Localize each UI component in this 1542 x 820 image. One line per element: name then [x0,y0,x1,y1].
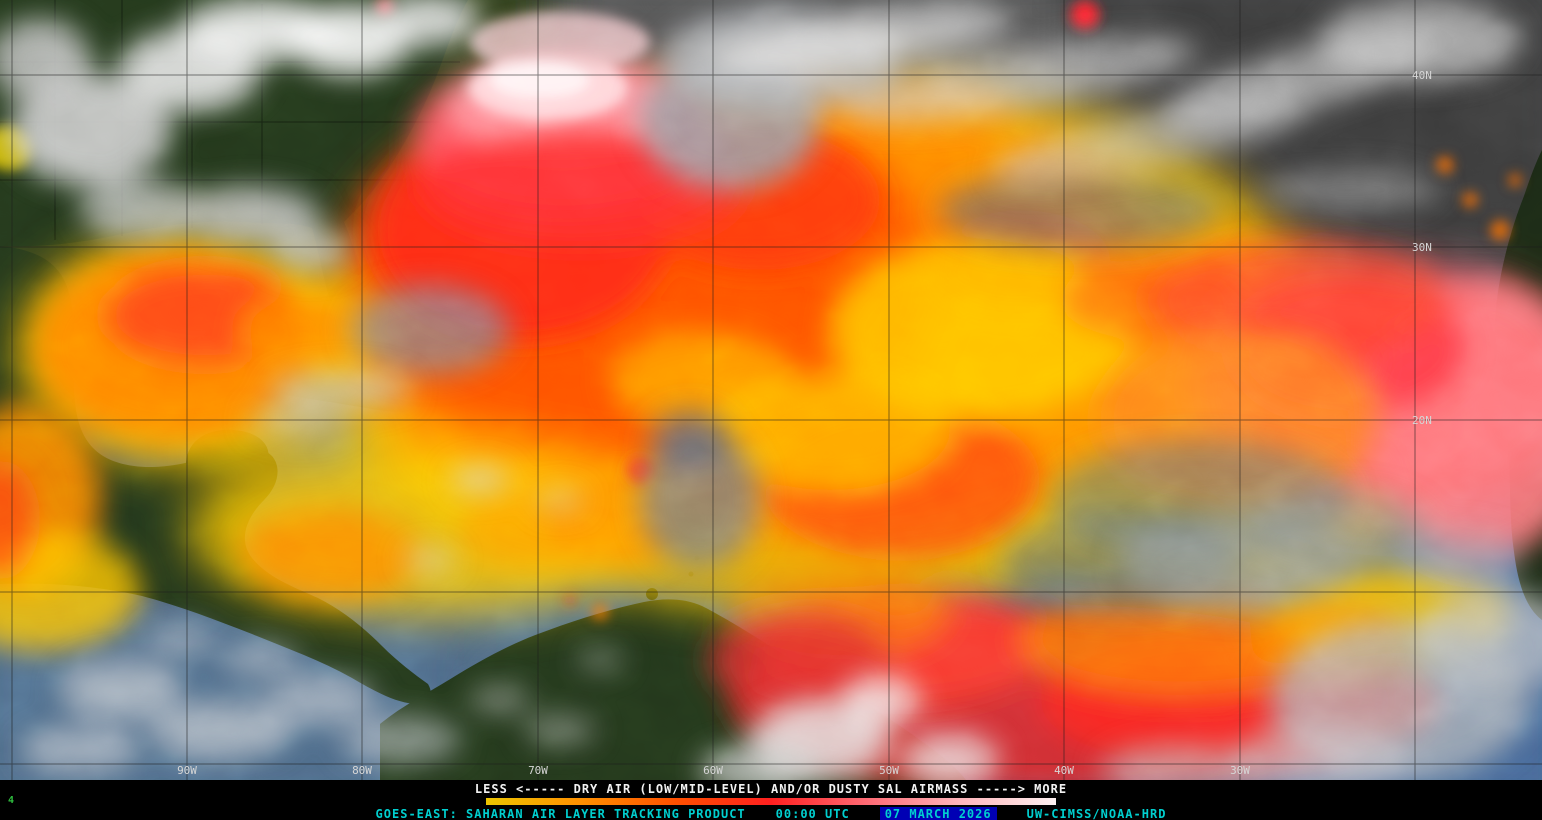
timestamp: 00:00 UTC [775,806,850,820]
longitude-label: 80W [352,764,372,777]
product-date: 07 MARCH 2026 [879,806,997,820]
bottom-panel: LESS <----- DRY AIR (LOW/MID-LEVEL) AND/… [0,780,1542,820]
longitude-label: 60W [703,764,723,777]
product-info-bar: GOES-EAST: SAHARAN AIR LAYER TRACKING PR… [0,806,1542,820]
longitude-label: 70W [528,764,548,777]
sal-satellite-map: 40N 30N 20N 90W 80W 70W 60W 50W 40W 30W [0,0,1542,780]
latitude-label: 40N [1412,69,1432,82]
latlon-grid [0,0,1542,780]
sal-color-scale [486,798,1056,805]
corner-mark: 4 [8,795,15,806]
product-title: GOES-EAST: SAHARAN AIR LAYER TRACKING PR… [375,806,746,820]
noise-texture [0,0,1542,780]
legend-label: LESS <----- DRY AIR (LOW/MID-LEVEL) AND/… [474,782,1068,796]
latitude-label: 20N [1412,414,1432,427]
longitude-label: 50W [879,764,899,777]
latitude-label: 30N [1412,241,1432,254]
longitude-label: 90W [177,764,197,777]
credit: UW-CIMSS/NOAA-HRD [1026,806,1167,820]
longitude-label: 30W [1230,764,1250,777]
grid-labels: 40N 30N 20N 90W 80W 70W 60W 50W 40W 30W [177,69,1432,777]
longitude-label: 40W [1054,764,1074,777]
